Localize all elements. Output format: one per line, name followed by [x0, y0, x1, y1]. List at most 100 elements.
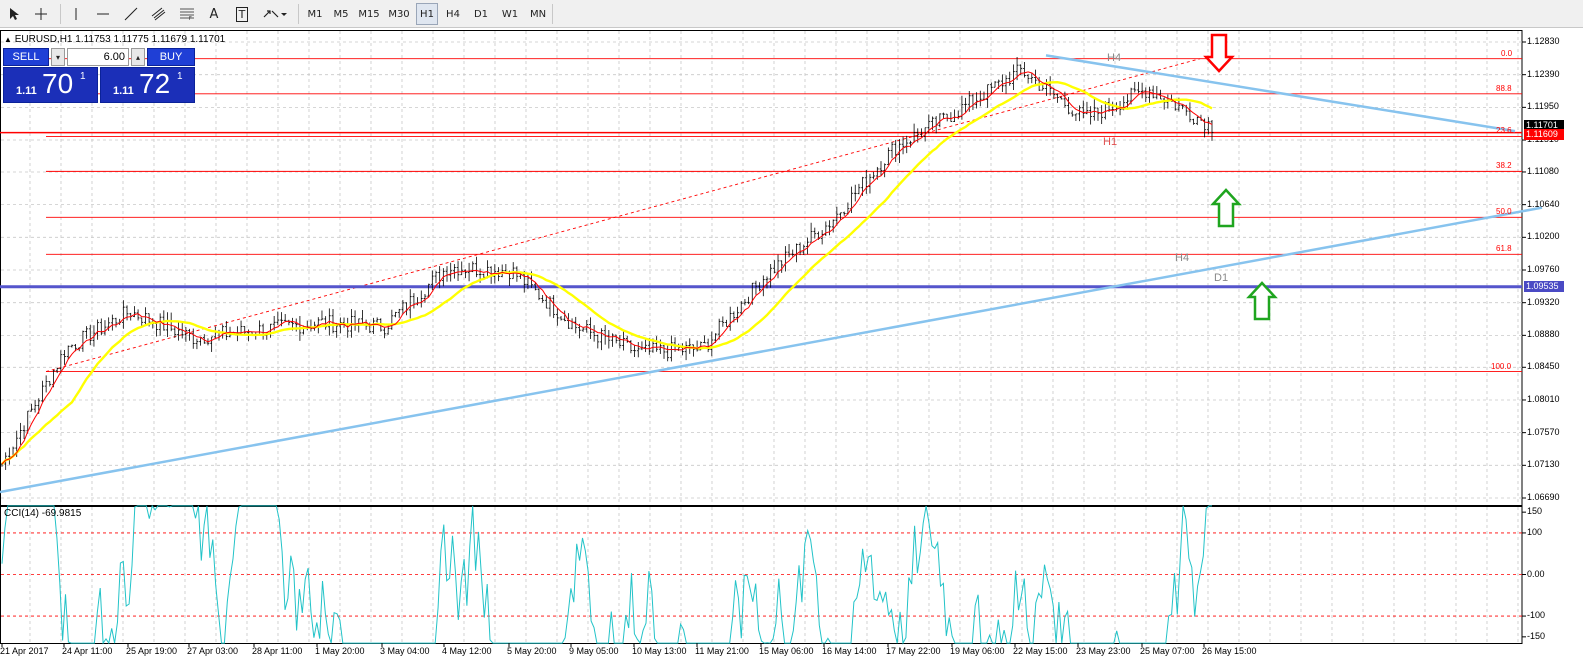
price-axis-label: 1.10640: [1527, 198, 1560, 209]
timeframe-h1-button[interactable]: H1: [416, 3, 438, 25]
fib-diagonal-line: [45, 58, 1201, 373]
timeframe-m30-button[interactable]: M30: [388, 8, 410, 20]
cci-axis-label: 100: [1527, 526, 1543, 537]
volume-up-icon[interactable]: ▴: [131, 48, 145, 66]
price-axis-label: 1.12830: [1527, 36, 1560, 46]
symbol-header: ▲ EURUSD,H1 1.11753 1.11775 1.11679 1.11…: [4, 34, 225, 45]
timeframe-m5-button[interactable]: M5: [333, 8, 349, 20]
date-axis-label: 22 May 15:00: [1013, 646, 1068, 656]
symbol-header-text: EURUSD,H1 1.11753 1.11775 1.11679 1.1170…: [14, 34, 226, 45]
date-axis-label: 21 Apr 2017: [0, 646, 49, 656]
fib-level-label: 38.2: [1496, 161, 1512, 171]
cci-axis-label: 150: [1527, 506, 1543, 517]
price-axis-label: 1.11080: [1527, 165, 1559, 176]
date-axis-label: 1 May 20:00: [315, 646, 365, 656]
timeframe-d1-button[interactable]: D1: [473, 8, 489, 20]
crosshair-icon[interactable]: [30, 3, 52, 25]
date-axis-label: 24 Apr 11:00: [62, 646, 113, 656]
buy-arrow-icon: [1210, 188, 1242, 228]
date-axis-label: 25 May 07:00: [1140, 646, 1195, 656]
price-axis-label: 1.07130: [1527, 459, 1560, 470]
main-pane-frame: [0, 30, 1523, 506]
price-chart[interactable]: [0, 28, 1583, 670]
equidistant-channel-icon[interactable]: [148, 3, 170, 25]
buy-price-sup: 1: [177, 71, 183, 82]
chart-toolbar: F A T M1 M5 M15 M30 H1 H4 D1 W1 MN: [0, 0, 1583, 28]
cursor-icon[interactable]: [4, 3, 24, 25]
timeframe-m1-button[interactable]: M1: [307, 8, 323, 20]
price-axis-label: 1.08010: [1527, 393, 1560, 404]
date-axis-label: 11 May 21:00: [695, 646, 749, 656]
fib-level-label: 61.8: [1496, 244, 1512, 254]
price-axis-label: 1.07570: [1527, 426, 1560, 437]
price-axis-label: 1.12390: [1527, 68, 1560, 79]
fib-level-label: 100.0: [1491, 361, 1512, 371]
date-axis-label: 25 Apr 19:00: [126, 646, 178, 656]
price-axis-label: 1.06690: [1527, 492, 1560, 502]
sell-price-sup: 1: [80, 71, 86, 82]
rising-trendline: [0, 206, 1543, 494]
cci-axis-label: -100: [1527, 610, 1546, 621]
date-axis-label: 15 May 06:00: [759, 646, 814, 656]
chart-area[interactable]: [0, 28, 1583, 670]
sell-price-button[interactable]: 1.11 70 1: [3, 67, 98, 103]
price-axis-label: 1.09760: [1527, 264, 1560, 274]
date-axis-label: 10 May 13:00: [632, 646, 687, 656]
date-axis-label: 27 Apr 03:00: [187, 646, 239, 656]
annotation-h4-top: H4: [1107, 52, 1122, 64]
cci-axis-label: -150: [1527, 630, 1546, 641]
buy-button[interactable]: BUY: [147, 48, 195, 66]
sell-arrow-icon: [1203, 33, 1235, 73]
one-click-trading-panel: SELL ▾ 6.00 ▴ BUY 1.11 70 1 1.11 72 1: [3, 48, 195, 104]
price-axis-label: 1.08450: [1527, 361, 1560, 372]
arrows-dropdown-icon[interactable]: [260, 3, 290, 25]
date-axis-label: 16 May 14:00: [822, 646, 877, 656]
fib-level-label: 0.0: [1501, 48, 1513, 58]
text-label-tool-button[interactable]: T: [232, 3, 252, 25]
timeframe-mn-button[interactable]: MN: [529, 8, 547, 20]
timeframe-w1-button[interactable]: W1: [501, 8, 519, 20]
sell-button[interactable]: SELL: [3, 48, 49, 66]
volume-down-icon[interactable]: ▾: [51, 48, 65, 66]
text-tool-button[interactable]: A: [209, 6, 219, 22]
buy-price-prefix: 1.11: [113, 85, 134, 97]
date-axis-label: 3 May 04:00: [380, 646, 430, 656]
trendline-icon[interactable]: [120, 3, 142, 25]
support-level-tag: 1.09535: [1524, 280, 1564, 292]
text-label-tool-glyph: T: [235, 6, 249, 22]
date-axis-label: 26 May 15:00: [1202, 646, 1257, 656]
timeframe-h4-button[interactable]: H4: [446, 8, 460, 20]
price-axis-label: 1.10200: [1527, 231, 1560, 242]
cci-line: [1, 504, 1212, 645]
date-axis-label: 23 May 23:00: [1076, 646, 1131, 656]
timeframe-m15-button[interactable]: M15: [358, 8, 380, 20]
red-level-tag: 1.11609: [1524, 128, 1564, 140]
fibonacci-icon[interactable]: F: [176, 3, 198, 25]
volume-input[interactable]: 6.00: [67, 48, 129, 66]
cci-axis-label: 0.00: [1527, 568, 1545, 579]
cci-title: CCI(14) -69.9815: [4, 508, 82, 519]
annotation-h1: H1: [1103, 136, 1118, 148]
date-axis-label: 19 May 06:00: [950, 646, 1005, 656]
buy-arrow-icon: [1246, 281, 1278, 321]
falling-trendline: [1045, 54, 1516, 133]
buy-price-button[interactable]: 1.11 72 1: [100, 67, 195, 103]
date-axis-label: 9 May 05:00: [569, 646, 619, 656]
vertical-line-icon[interactable]: [66, 3, 86, 25]
date-axis-label: 4 May 12:00: [442, 646, 492, 656]
price-axis-label: 1.09320: [1527, 296, 1560, 307]
annotation-d1: D1: [1214, 272, 1229, 284]
fib-level-label: 23.6: [1496, 126, 1512, 136]
date-axis-label: 17 May 22:00: [886, 646, 941, 656]
buy-price-big: 72: [139, 68, 171, 99]
fib-level-label: 88.8: [1496, 83, 1512, 93]
price-axis-label: 1.08880: [1527, 329, 1560, 340]
cci-pane-frame: [0, 506, 1523, 644]
current-price-tag: 1.11701: [1524, 119, 1564, 131]
annotation-h4-mid: H4: [1175, 252, 1190, 264]
fast-moving-average: [1, 71, 1213, 465]
horizontal-line-icon[interactable]: [92, 3, 114, 25]
fib-level-label: 50.0: [1496, 207, 1512, 217]
collapse-triangle-icon[interactable]: ▲: [4, 35, 12, 44]
date-axis-label: 28 Apr 11:00: [252, 646, 303, 656]
